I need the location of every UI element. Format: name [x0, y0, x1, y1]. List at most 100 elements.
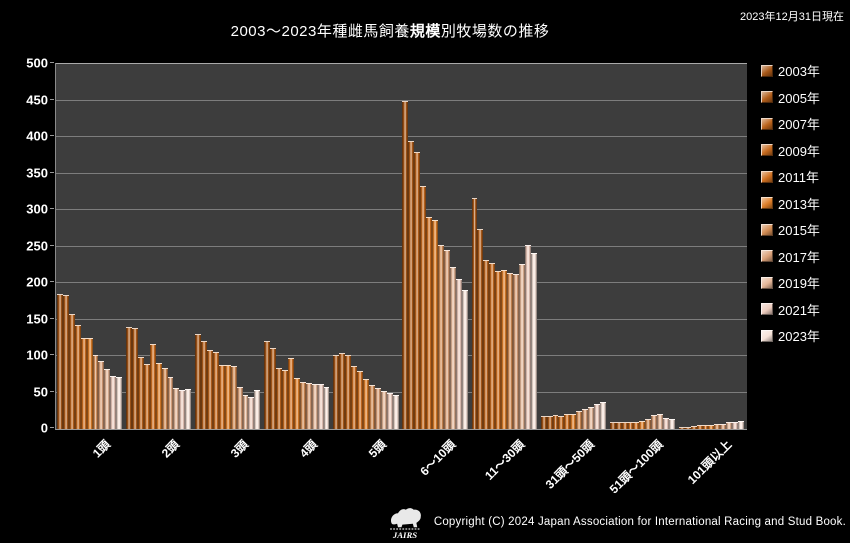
x-axis-label: 101頭以上: [685, 437, 735, 487]
y-axis-label: 500: [26, 55, 48, 71]
bar-2023年-2頭: [185, 388, 192, 429]
bar-2023年-11〜30頭: [530, 253, 537, 429]
bar-2011年-101頭以上: [702, 424, 709, 429]
chart-title-suffix: 別牧場数の推移: [440, 23, 550, 40]
bar-group-1頭: [56, 64, 125, 429]
y-axis-tick: [50, 171, 54, 173]
bar-2009年-11〜30頭: [489, 262, 496, 429]
bar-2017年-1頭: [98, 361, 105, 429]
bar-2023年-6〜10頭: [461, 290, 468, 429]
legend-item-2009年: 2009年: [761, 144, 820, 159]
bar-2023年-51頭〜100頭: [668, 418, 675, 429]
bar-2017年-6〜10頭: [443, 250, 450, 429]
bar-2017年-31頭〜50頭: [582, 408, 589, 429]
bar-2023年-4頭: [323, 386, 330, 429]
bar-2019年-5頭: [380, 391, 387, 429]
legend-label: 2017年: [778, 249, 820, 265]
bar-2015年-101頭以上: [714, 423, 721, 429]
y-axis-tick: [50, 244, 54, 246]
bar-2011年-11〜30頭: [495, 271, 502, 429]
legend-item-2021年: 2021年: [761, 302, 820, 318]
y-axis-label: 100: [26, 347, 48, 363]
y-axis-label: 450: [26, 92, 48, 107]
bar-2011年-6〜10頭: [426, 216, 433, 429]
bar-2021年-6〜10頭: [455, 278, 462, 429]
bar-2015年-4頭: [299, 382, 306, 429]
bar-2013年-4頭: [293, 377, 300, 429]
bar-2013年-11〜30頭: [501, 269, 508, 429]
bar-2005年-11〜30頭: [477, 228, 484, 429]
bar-2007年-11〜30頭: [483, 259, 490, 429]
y-axis: 0 50 100 150 200 250 300 350 400 450 500: [0, 56, 54, 436]
bar-2019年-3頭: [242, 394, 249, 429]
bar-2019年-6〜10頭: [449, 266, 456, 429]
bar-2007年-3頭: [207, 350, 213, 429]
bar-2021年-1頭: [110, 376, 117, 429]
legend-color-swatch: [761, 91, 773, 103]
bar-2009年-3頭: [212, 352, 219, 429]
bar-group-51頭〜100頭: [609, 64, 678, 429]
bar-2011年-5頭: [357, 370, 363, 429]
bar-2021年-5頭: [386, 392, 393, 429]
bar-2021年-4頭: [317, 383, 324, 429]
bar-group-2頭: [125, 64, 194, 429]
bar-2021年-11〜30頭: [524, 245, 531, 429]
copyright-text: Copyright (C) 2024 Japan Association for…: [433, 516, 846, 528]
chart-title-bold: 規模: [409, 23, 441, 40]
bar-2011年-51頭〜100頭: [633, 422, 640, 429]
bar-2009年-5頭: [351, 365, 358, 429]
bar-2023年-1頭: [116, 377, 123, 429]
legend-item-2005年: 2005年: [761, 90, 820, 106]
bar-2005年-101頭以上: [684, 426, 691, 429]
bar-2021年-51頭〜100頭: [663, 418, 669, 429]
bar-2003年-6〜10頭: [402, 100, 409, 429]
bar-2009年-6〜10頭: [420, 185, 427, 429]
x-axis-label: 6〜10頭: [417, 437, 459, 479]
legend-color-swatch: [761, 303, 773, 315]
bar-2005年-4頭: [270, 347, 277, 429]
legend-label: 2015年: [778, 223, 820, 238]
y-axis-label: 50: [33, 384, 48, 399]
legend-label: 2005年: [778, 90, 820, 106]
bar-2011年-4頭: [287, 358, 294, 429]
bar-2011年-3頭: [218, 364, 225, 429]
legend-color-swatch: [761, 276, 773, 289]
bar-group-4頭: [263, 64, 332, 429]
bar-2021年-31頭〜50頭: [593, 404, 600, 429]
y-axis-label: 400: [26, 128, 48, 144]
chart-title: 2003〜2023年種雌馬飼養規模別牧場数の推移: [0, 20, 780, 41]
bar-2007年-6〜10頭: [414, 152, 421, 429]
x-axis-labels: 1頭 2頭 3頭 4頭 5頭 6〜10頭 11〜30頭 31頭〜50頭 51頭〜100頭 101頭…: [55, 428, 746, 508]
bar-2015年-51頭〜100頭: [645, 418, 652, 429]
legend-item-2023年: 2023年: [761, 329, 820, 344]
bar-2019年-1頭: [104, 369, 111, 429]
bar-2013年-101頭以上: [708, 424, 715, 429]
legend-color-swatch: [761, 64, 773, 77]
x-axis-label: 11〜30頭: [482, 437, 528, 483]
footer: JAIRS Copyright (C) 2024 Japan Associati…: [384, 505, 846, 539]
legend-label: 2021年: [778, 302, 820, 318]
bar-2009年-4頭: [282, 369, 288, 429]
bar-2015年-6〜10頭: [438, 245, 444, 429]
bar-2017年-4頭: [305, 383, 312, 429]
bar-2007年-31頭〜50頭: [552, 415, 559, 429]
y-axis-tick: [50, 62, 54, 63]
bar-2003年-4頭: [264, 340, 271, 429]
bar-2017年-2頭: [167, 377, 174, 429]
bar-2003年-101頭以上: [678, 426, 685, 429]
bar-2015年-11〜30頭: [507, 272, 514, 429]
legend-color-swatch: [761, 117, 773, 130]
bar-2011年-2頭: [149, 344, 156, 429]
bar-2017年-101頭以上: [720, 423, 727, 429]
bar-2011年-31頭〜50頭: [564, 413, 571, 429]
legend-color-swatch: [761, 144, 773, 156]
legend-label: 2023年: [778, 329, 820, 344]
bar-2005年-31頭〜50頭: [546, 415, 553, 429]
bar-2023年-3頭: [254, 390, 261, 429]
logo-text: JAIRS: [392, 530, 417, 539]
bar-2005年-3頭: [201, 341, 208, 429]
bar-2013年-2頭: [155, 363, 162, 429]
bar-group-5頭: [332, 64, 401, 429]
bar-2017年-3頭: [236, 386, 243, 429]
bar-2007年-4頭: [276, 367, 283, 429]
